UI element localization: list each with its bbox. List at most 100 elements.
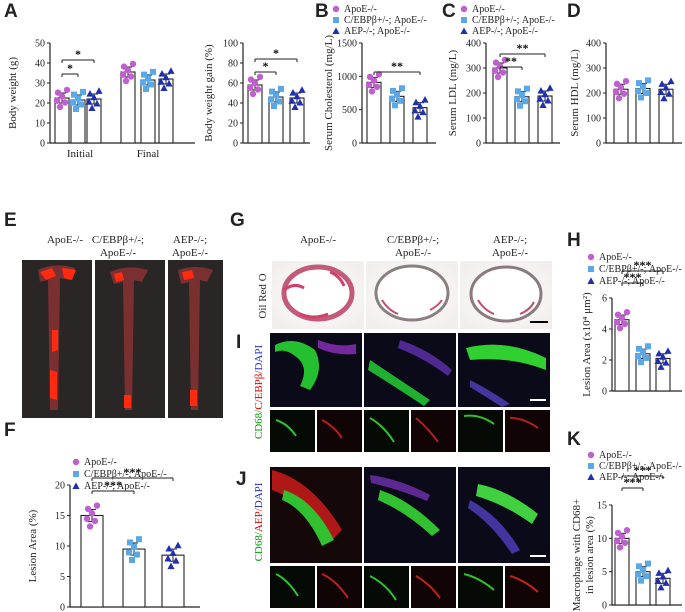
chart-h-sig-label-0: *** (624, 270, 642, 284)
chart-f-point-2-0-1 (172, 557, 180, 564)
section-ring-2 (374, 264, 450, 322)
chart-c-ytick-label-4: 400 (466, 39, 481, 50)
chart-b-ytick-label-3: 1500 (337, 39, 357, 50)
chart-k-point-0-0-1 (621, 539, 629, 547)
chart-h-point-2-0-5 (654, 357, 662, 364)
chart-k-sig-label-0: *** (624, 475, 642, 489)
g-header-3b: ApoE-/- (492, 247, 528, 259)
e-header-2a: C/EBPβ+/-; (92, 234, 144, 246)
h-legend-label-2: AEP-/-; ApoE-/- (599, 276, 665, 287)
chart-c-point-1-0-1 (522, 98, 528, 105)
panel-label-a: A (4, 1, 18, 22)
chart-a1-ytick-label-0: 0 (40, 139, 45, 150)
chart-b-point-2-0-4 (416, 102, 424, 109)
chart-c-point-2-0-4 (541, 90, 549, 98)
chart-b-point-1-0-1 (397, 97, 403, 104)
chart-k-ylabel-1: Macrophage with CD68+ (571, 499, 583, 612)
chart-b-point-1-0-4 (394, 91, 400, 98)
panel-i-images: CD68/C/EBPβ/DAPI (253, 333, 550, 452)
chart-k-sig-label-1: *** (634, 463, 652, 477)
chart-a2-ytick-label-3: 60 (228, 79, 238, 90)
chart-k-ytick-label-1: 5 (602, 567, 607, 578)
chart-c-point-1-0-3 (524, 85, 530, 92)
chart-d-point-1-0-1 (643, 90, 649, 96)
chart-f-point-0-0-4 (88, 510, 96, 517)
e-header-3a: AEP-/-; (173, 234, 207, 246)
h-legend-label-1: C/EBPβ+/-; ApoE-/- (599, 264, 682, 275)
panel-label-h: H (567, 230, 581, 251)
chart-b-point-0-0-4 (370, 77, 378, 84)
chart-d-ytick-label-1: 100 (586, 114, 601, 125)
aorta-lesion-3 (182, 270, 197, 406)
chart-b-point-2-0-3 (421, 95, 429, 103)
panel-label-j: J (236, 469, 247, 490)
chart-f-point-1-0-3 (136, 536, 142, 543)
chart-a2-point-1-0-2 (271, 103, 277, 109)
chart-a1-point-0-0-5 (53, 97, 61, 104)
chart-a2-sig-label-1: * (273, 46, 279, 60)
e-header-3b: ApoE-/- (172, 247, 208, 259)
chart-d-bar-2-0 (658, 88, 674, 144)
chart-a1-point-2-1-0 (158, 70, 166, 77)
f-legend-label-0: ApoE-/- (84, 457, 117, 468)
cd68-signal-i-2 (368, 360, 430, 406)
chart-a1-ytick-label-4: 40 (35, 59, 45, 70)
chart-c-point-2-0-1 (544, 96, 552, 104)
chart-f-point-1-0-0 (127, 539, 133, 546)
chart-h-point-1-0-4 (640, 349, 646, 356)
chart-h-point-0-0-4 (618, 314, 626, 322)
chart-a1-point-2-1-5 (157, 78, 165, 85)
chart-f-point-0-0-0 (84, 505, 92, 513)
chart-h-point-1-0-2 (638, 359, 644, 366)
b-legend-marker-0 (332, 5, 340, 13)
c-legend-label-0: ApoE-/- (472, 4, 505, 15)
panel-g-images: ApoE-/- C/EBPβ+/-; ApoE-/- AEP-/-; ApoE-… (257, 234, 552, 329)
chart-a2-point-1-0-5 (268, 96, 274, 103)
chart-a1-point-1-0-1 (78, 101, 84, 108)
f-legend-label-1: C/EBPβ+/-; ApoE-/- (84, 469, 167, 480)
chart-a2-point-2-0-2 (291, 103, 299, 110)
chart-d-point-2-0-4 (662, 83, 670, 91)
chart-a2-ytick-label-0: 0 (233, 139, 238, 150)
chart-k-ytick-label-3: 15 (597, 501, 607, 512)
chart-f-point-2-0-3 (174, 541, 182, 549)
chart-d-ylabel: Serum HDL (mg/L) (569, 49, 581, 137)
chart-a1-point-2-0-5 (85, 98, 93, 105)
dapi-signal-i-3 (470, 380, 510, 407)
dapi-signal-i-2 (398, 340, 452, 376)
chart-h-point-2-0-4 (659, 353, 667, 360)
chart-c-point-2-0-5 (536, 95, 544, 102)
chart-c-point-1-0-5 (514, 96, 520, 103)
chart-f-ytick-label-3: 15 (55, 511, 65, 522)
chart-c-ytick-label-0: 0 (476, 139, 481, 150)
panel-j-images: CD68/AEP/DAPI (253, 467, 550, 608)
chart-d-point-1-0-5 (635, 88, 641, 95)
g-header-2b: ApoE-/- (395, 247, 431, 259)
b-legend-marker-2 (332, 27, 340, 34)
chart-k-point-0-0-2 (616, 544, 624, 551)
chart-a1-point-0-1-5 (119, 71, 127, 78)
panel-label-b: B (315, 1, 329, 22)
chart-d-ytick-label-3: 300 (586, 64, 601, 75)
k-legend-label-1: C/EBPβ+/-; ApoE-/- (599, 461, 682, 472)
chart-f-point-2-0-4 (169, 549, 177, 556)
chart-a1-point-0-1-4 (124, 67, 132, 74)
chart-a1-ytick-label-3: 30 (35, 79, 45, 90)
chart-a1-point-2-0-1 (93, 99, 101, 107)
chart-a2-point-0-0-3 (256, 73, 264, 81)
chart-f-point-1-0-5 (126, 549, 132, 556)
lipid-staining-2 (381, 299, 443, 315)
chart-a2-point-0-0-5 (246, 84, 254, 91)
chart-k-point-1-0-4 (640, 566, 646, 573)
h-legend-marker-2 (587, 277, 595, 284)
chart-b-sig-label-0: ** (391, 59, 403, 73)
chart-a1-point-1-1-1 (148, 81, 154, 88)
chart-f-point-2-0-2 (167, 562, 175, 570)
chart-k-ytick-label-0: 0 (602, 601, 607, 612)
chart-d-point-1-0-2 (638, 94, 644, 101)
chart-b-ytick-label-1: 500 (342, 105, 357, 116)
chart-c-ytick-label-3: 300 (466, 64, 481, 75)
chart-d-ytick-label-2: 200 (586, 89, 601, 100)
chart-h-point-0-0-3 (623, 308, 631, 316)
